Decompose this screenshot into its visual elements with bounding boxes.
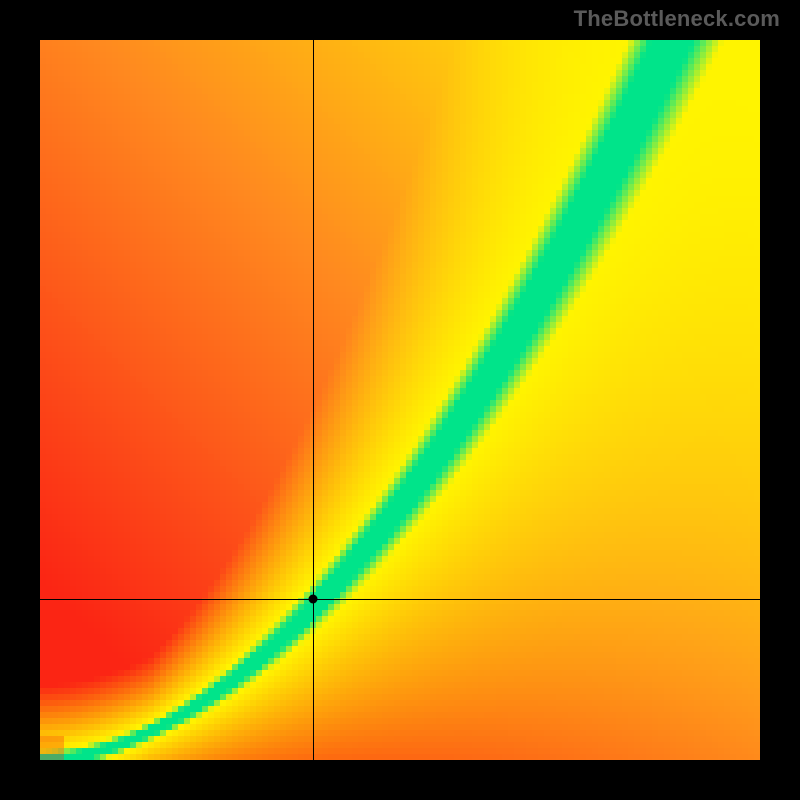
plot-area [40, 40, 760, 760]
heatmap-canvas [40, 40, 760, 760]
crosshair-vertical [313, 40, 314, 760]
crosshair-horizontal [40, 599, 760, 600]
crosshair-dot [308, 595, 317, 604]
figure-root: TheBottleneck.com [0, 0, 800, 800]
watermark-text: TheBottleneck.com [574, 6, 780, 32]
